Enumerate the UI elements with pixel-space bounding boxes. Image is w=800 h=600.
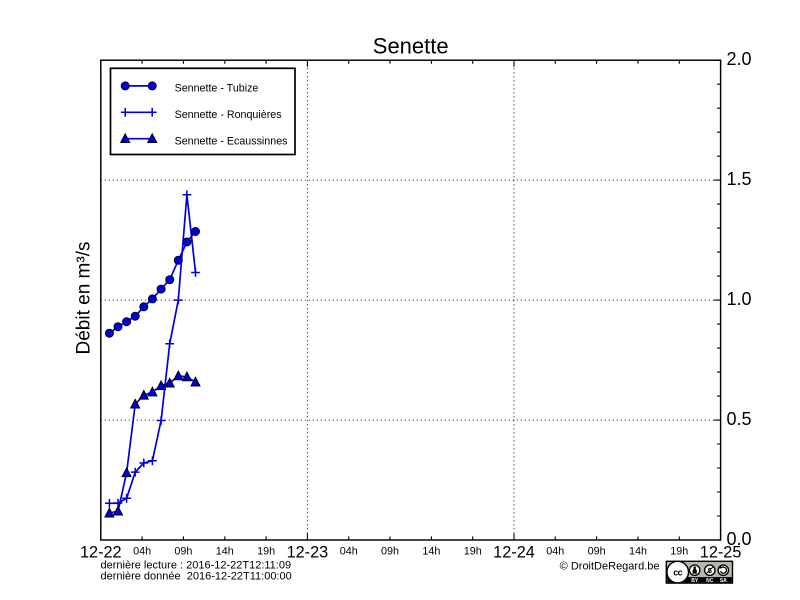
svg-text:04h: 04h — [340, 546, 358, 558]
svg-text:09h: 09h — [588, 546, 606, 558]
svg-text:BY: BY — [691, 578, 699, 584]
svg-text:Débit en m³/s: Débit en m³/s — [74, 242, 95, 355]
svg-text:09h: 09h — [381, 546, 399, 558]
svg-text:SA: SA — [720, 578, 727, 584]
svg-text:14h: 14h — [216, 546, 234, 558]
svg-text:Sennette - Tubize: Sennette - Tubize — [175, 83, 259, 95]
svg-text:NC: NC — [706, 578, 714, 584]
svg-text:04h: 04h — [546, 546, 564, 558]
svg-text:Sennette - Ronquières: Sennette - Ronquières — [175, 109, 282, 121]
svg-text:0.0: 0.0 — [727, 529, 752, 549]
svg-text:dernière lecture : 2016-12-22T: dernière lecture : 2016-12-22T12:11:09 — [101, 560, 292, 572]
svg-text:Sennette - Ecaussinnes: Sennette - Ecaussinnes — [175, 135, 288, 147]
svg-text:1.5: 1.5 — [727, 169, 752, 189]
svg-text:04h: 04h — [133, 546, 151, 558]
svg-text:09h: 09h — [174, 546, 192, 558]
svg-text:cc: cc — [673, 567, 682, 577]
svg-text:2.0: 2.0 — [727, 49, 752, 69]
svg-text:12-22: 12-22 — [80, 544, 122, 562]
svg-text:14h: 14h — [629, 546, 647, 558]
svg-text:14h: 14h — [422, 546, 440, 558]
svg-text:dernière donnée 2016-12-22T11: dernière donnée 2016-12-22T11:00:00 — [101, 571, 292, 583]
svg-text:1.0: 1.0 — [727, 289, 752, 309]
svg-text:12-25: 12-25 — [700, 544, 742, 562]
svg-text:12-23: 12-23 — [287, 544, 329, 562]
svg-text:19h: 19h — [464, 546, 482, 558]
svg-text:12-24: 12-24 — [493, 544, 535, 562]
svg-text:Senette: Senette — [373, 34, 449, 59]
svg-text:19h: 19h — [257, 546, 275, 558]
svg-text:$: $ — [708, 566, 713, 575]
svg-text:© DroitDeRegard.be: © DroitDeRegard.be — [560, 561, 660, 573]
svg-text:19h: 19h — [670, 546, 688, 558]
svg-text:0.5: 0.5 — [727, 409, 752, 429]
